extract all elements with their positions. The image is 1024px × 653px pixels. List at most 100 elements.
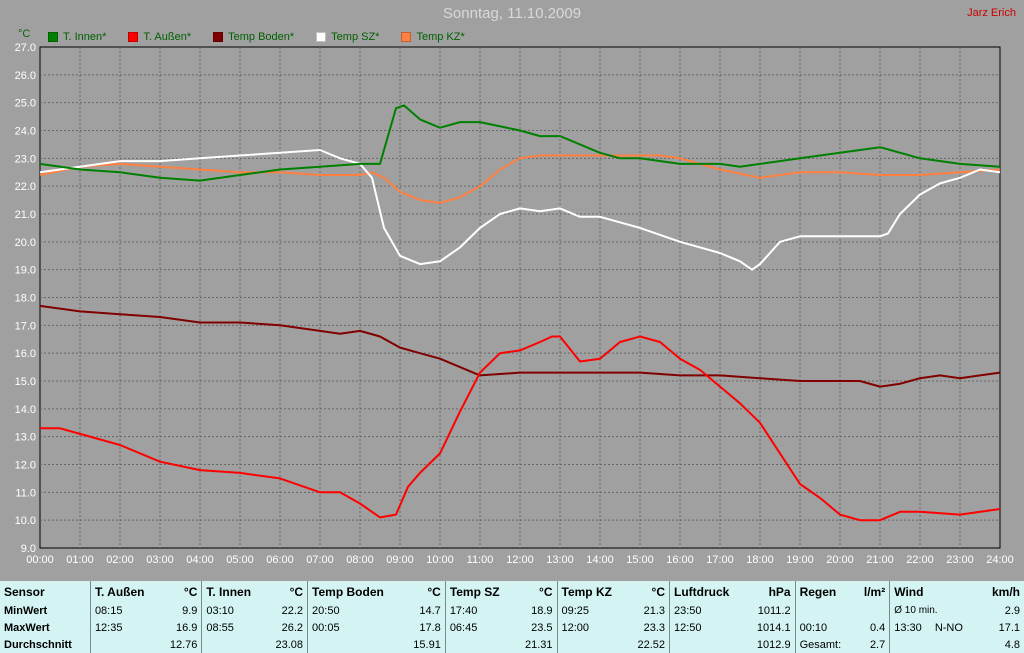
- group-unit: °C: [427, 584, 441, 599]
- x-tick-label: 13:00: [546, 554, 574, 566]
- x-tick-label: 23:00: [946, 554, 974, 566]
- max-value: 1014.1: [756, 621, 791, 634]
- avg-value: 2.7: [869, 638, 886, 651]
- group-name: Temp SZ: [444, 581, 515, 603]
- data-series: [39, 104, 1001, 522]
- y-tick-label: 20.0: [15, 237, 36, 249]
- max-time: 06:45: [444, 619, 515, 637]
- group-unit: °C: [289, 584, 304, 599]
- series-line-temp-boden: [39, 304, 1001, 388]
- wind-direction: N-NO: [934, 621, 963, 634]
- max-value: 26.2: [281, 621, 304, 634]
- grid-lines: [40, 47, 1000, 548]
- y-tick-label: 14.0: [15, 404, 36, 416]
- min-value: 22.2: [281, 604, 304, 617]
- max-time: 12:00: [556, 619, 627, 637]
- max-value: 17.8: [419, 621, 441, 634]
- legend-label: T. Innen*: [63, 31, 107, 43]
- y-axis-unit: °C: [18, 28, 31, 40]
- min-time: 09:25: [556, 602, 627, 620]
- x-tick-label: 05:00: [226, 554, 254, 566]
- y-tick-label: 25.0: [15, 98, 36, 110]
- avg-label: Gesamt:: [794, 636, 855, 653]
- x-tick-label: 22:00: [906, 554, 934, 566]
- x-tick-label: 00:00: [26, 554, 54, 566]
- x-tick-label: 10:00: [426, 554, 454, 566]
- y-tick-label: 22.0: [15, 181, 36, 193]
- series-line-t-innen: [39, 104, 1001, 182]
- stats-row-label: MaxWert: [4, 621, 50, 634]
- min-value: [854, 602, 889, 619]
- group-name: Wind: [889, 581, 982, 603]
- avg-value: 23.08: [275, 638, 304, 651]
- y-tick-label: 16.0: [15, 348, 36, 360]
- max-time: 12:35: [89, 619, 160, 637]
- max-time: 08:55: [201, 619, 265, 637]
- legend-item-t-innen: T. Innen*: [48, 31, 106, 43]
- min-value: 14.7: [419, 604, 441, 617]
- series-line-t-au-en: [40, 335, 1001, 522]
- legend-swatch: [316, 32, 327, 42]
- min-value: 1011.2: [757, 604, 791, 617]
- max-time-value: 13:30: [894, 621, 922, 634]
- y-tick-label: 15.0: [15, 376, 36, 388]
- avg-value: 21.31: [524, 638, 553, 651]
- legend-swatch: [128, 32, 139, 42]
- legend-label: Temp Boden*: [228, 31, 295, 43]
- group-name: Regen: [794, 581, 855, 603]
- group-unit: l/m²: [863, 584, 886, 599]
- legend-swatch: [401, 32, 412, 42]
- legend-label: Temp SZ*: [331, 31, 380, 43]
- x-tick-label: 12:00: [506, 554, 534, 566]
- x-tick-label: 24:00: [986, 554, 1014, 566]
- max-value: 23.5: [531, 621, 553, 634]
- group-unit: °C: [651, 584, 666, 599]
- x-tick-label: 15:00: [626, 554, 654, 566]
- min-time: 20:50: [307, 602, 403, 620]
- x-tick-label: 18:00: [746, 554, 774, 566]
- group-name: Temp KZ: [556, 581, 627, 603]
- stats-header-row: Sensor T. Außen °C T. Innen °C Temp Boden °…: [0, 581, 1024, 603]
- y-tick-label: 12.0: [15, 460, 36, 472]
- x-tick-label: 03:00: [146, 554, 174, 566]
- legend-label: T. Außen*: [143, 31, 192, 43]
- max-value: 23.3: [643, 621, 666, 634]
- max-value: 16.9: [175, 621, 198, 634]
- y-tick-label: 23.0: [15, 153, 36, 165]
- legend-swatch: [48, 32, 58, 42]
- group-name: T. Außen: [89, 581, 160, 603]
- y-axis: 9.0 10.0 11.0 12.0 13.0 14.0 15.0 16.0 17.0 18.0 1…: [15, 42, 36, 555]
- x-tick-label: 11:00: [467, 554, 494, 566]
- max-time: 00:05: [307, 619, 403, 637]
- min-value: 9.9: [182, 604, 198, 617]
- avg-value: 1012.9: [756, 638, 791, 651]
- max-time: 13:30 N-NO: [889, 619, 982, 637]
- x-tick-label: 02:00: [106, 554, 134, 566]
- legend-item-temp-kz: Temp KZ*: [401, 31, 465, 43]
- min-time: 03:10: [201, 602, 265, 620]
- author-label: Jarz Erich: [967, 7, 1016, 19]
- group-unit: °C: [539, 584, 553, 599]
- stats-avg-row: Durchschnitt 12.76 23.08 15.91 21.31 22.…: [0, 636, 1024, 653]
- min-value: 21.3: [643, 604, 666, 617]
- x-tick-label: 14:00: [586, 554, 614, 566]
- stats-row-label: MinWert: [4, 604, 48, 617]
- y-tick-label: 24.0: [15, 126, 36, 138]
- y-tick-label: 17.0: [15, 320, 36, 332]
- stats-row-label: Sensor: [4, 584, 45, 599]
- y-tick-label: 9.0: [21, 543, 36, 555]
- x-tick-label: 09:00: [386, 554, 414, 566]
- temperature-chart: 9.0 10.0 11.0 12.0 13.0 14.0 15.0 16.0 17.0 18.0 1…: [15, 42, 1014, 566]
- min-time: 08:15: [89, 602, 160, 620]
- x-axis: 00:00 01:00 02:00 03:00 04:00 05:00 06:00 07:00…: [26, 554, 1014, 566]
- group-unit: °C: [183, 584, 198, 599]
- avg-value: 22.52: [637, 638, 666, 651]
- x-tick-label: 07:00: [306, 554, 334, 566]
- x-tick-label: 08:00: [346, 554, 374, 566]
- x-tick-label: 21:00: [866, 554, 894, 566]
- y-tick-label: 27.0: [15, 42, 36, 54]
- stats-table: Sensor T. Außen °C T. Innen °C Temp Boden °…: [0, 581, 1024, 653]
- max-time: 12:50: [669, 619, 746, 637]
- x-tick-label: 17:00: [706, 554, 734, 566]
- min-time: 17:40: [444, 602, 515, 620]
